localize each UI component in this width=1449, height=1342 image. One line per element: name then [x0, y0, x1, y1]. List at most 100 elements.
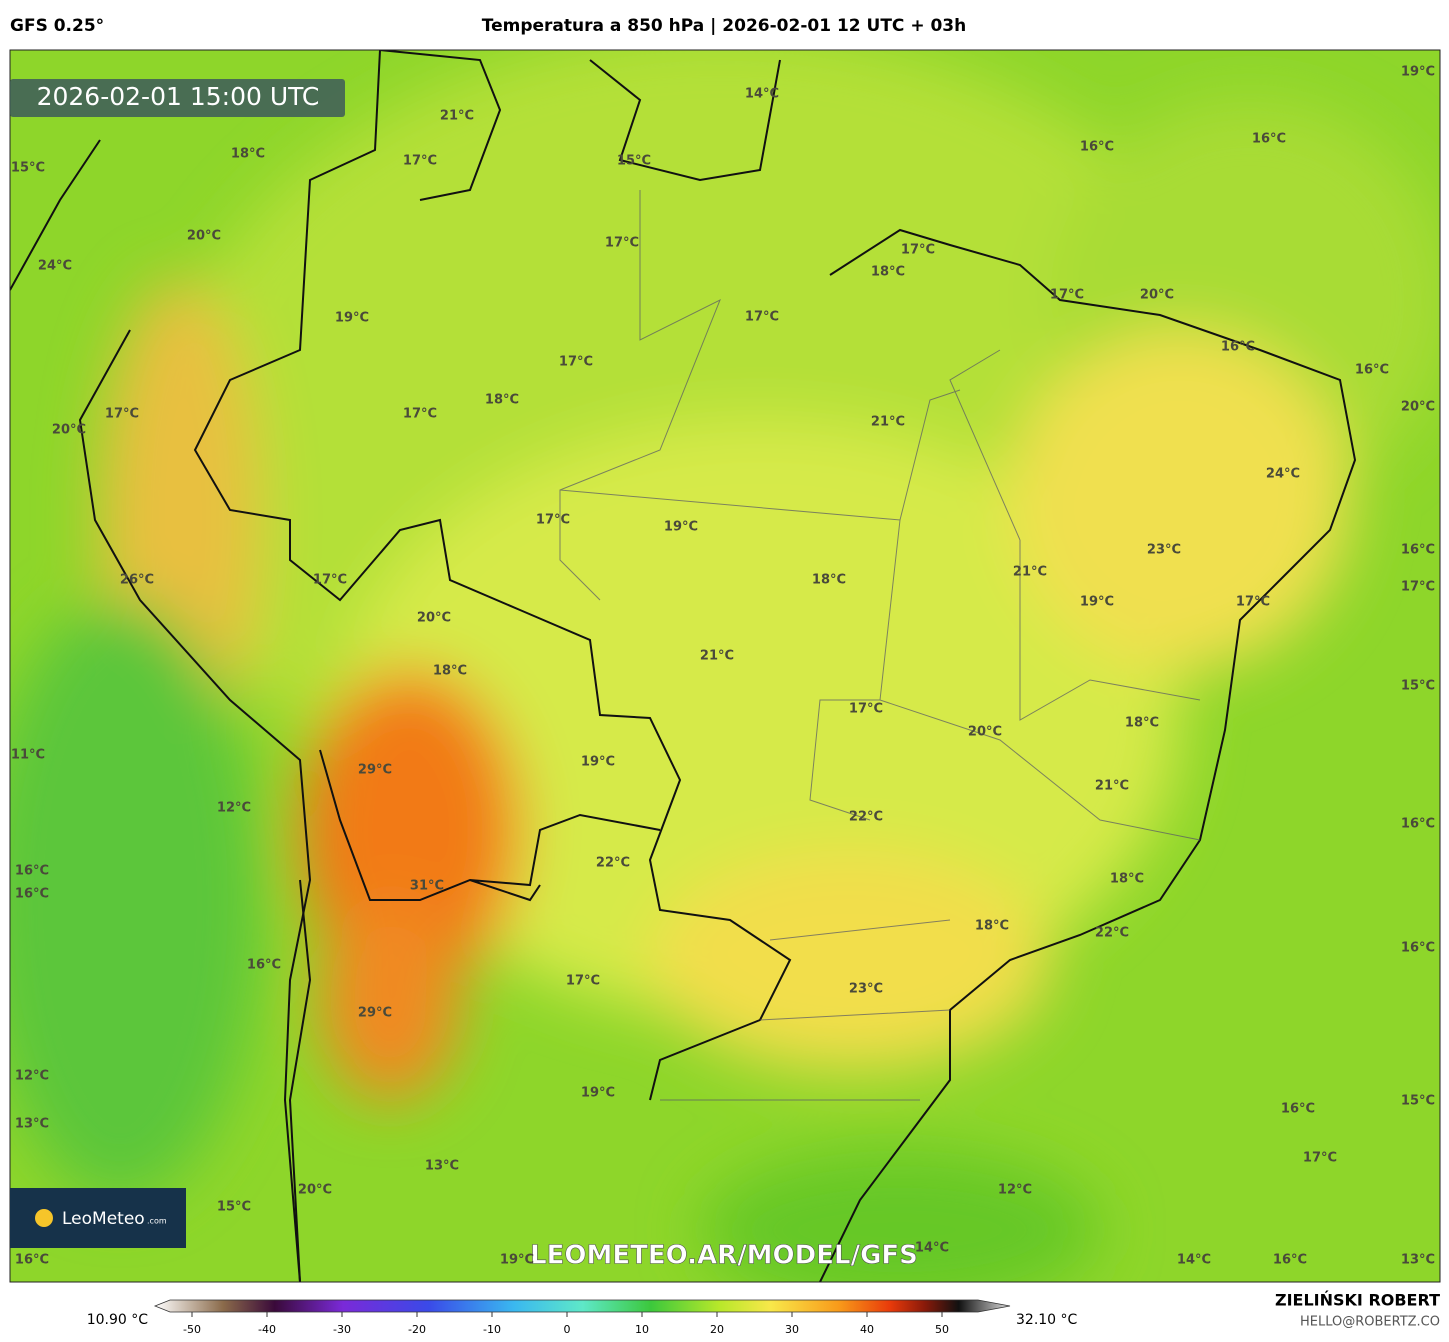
- temperature-label: 18°C: [975, 919, 1009, 934]
- watermark: LEOMETEO.AR/MODEL/GFS: [530, 1241, 918, 1271]
- valid-time: 2026-02-01 15:00 UTC: [37, 82, 320, 111]
- temperature-label: 22°C: [849, 810, 883, 825]
- temperature-label: 16°C: [15, 887, 49, 902]
- temperature-label: 19°C: [664, 520, 698, 535]
- temperature-label: 15°C: [217, 1200, 251, 1215]
- temperature-label: 17°C: [745, 310, 779, 325]
- colorbar-tick-label: 30: [785, 1323, 799, 1336]
- temperature-label: 23°C: [849, 982, 883, 997]
- colorbar-tick-label: -30: [333, 1323, 351, 1336]
- temperature-label: 17°C: [536, 513, 570, 528]
- colorbar-tick-label: -20: [408, 1323, 426, 1336]
- temperature-label: 21°C: [1095, 779, 1129, 794]
- temperature-label: 31°C: [410, 879, 444, 894]
- temperature-label: 16°C: [1080, 140, 1114, 155]
- temperature-label: 18°C: [871, 265, 905, 280]
- temperature-label: 17°C: [1303, 1151, 1337, 1166]
- time-box: [10, 79, 345, 117]
- temperature-label: 17°C: [849, 702, 883, 717]
- temperature-label: 24°C: [1266, 467, 1300, 482]
- temperature-label: 17°C: [313, 573, 347, 588]
- colorbar-max: 32.10 °C: [1016, 1312, 1078, 1328]
- temperature-label: 19°C: [581, 755, 615, 770]
- temperature-label: 18°C: [1110, 872, 1144, 887]
- temperature-label: 26°C: [120, 573, 154, 588]
- colorbar-tick-label: 40: [860, 1323, 874, 1336]
- temperature-label: 17°C: [901, 243, 935, 258]
- colorbar-tick-label: -10: [483, 1323, 501, 1336]
- temperature-label: 20°C: [968, 725, 1002, 740]
- map-area: [10, 50, 1440, 1282]
- model-name: GFS 0.25°: [10, 16, 104, 36]
- temperature-label: 17°C: [403, 407, 437, 422]
- temperature-label: 18°C: [485, 393, 519, 408]
- colorbar: [153, 1299, 1011, 1313]
- temperature-label: 16°C: [1355, 363, 1389, 378]
- temperature-label: 22°C: [1095, 926, 1129, 941]
- temperature-label: 14°C: [1177, 1253, 1211, 1268]
- temperature-label: 17°C: [559, 355, 593, 370]
- temperature-label: 15°C: [1401, 679, 1435, 694]
- country-border: [193, 50, 792, 1282]
- temperature-label: 21°C: [871, 415, 905, 430]
- colorbar-tick-label: -40: [258, 1323, 276, 1336]
- logo-sun: [35, 1209, 53, 1227]
- temperature-label: 19°C: [1080, 595, 1114, 610]
- logo-suffix: .com: [147, 1217, 167, 1226]
- temperature-label: 13°C: [425, 1159, 459, 1174]
- temperature-label: 17°C: [1401, 580, 1435, 595]
- temperature-label: 29°C: [358, 763, 392, 778]
- temperature-label: 20°C: [1401, 400, 1435, 415]
- temperature-label: 17°C: [566, 974, 600, 989]
- temperature-label: 16°C: [1401, 543, 1435, 558]
- colorbar-tick-label: 0: [564, 1323, 571, 1336]
- temperature-label: 29°C: [358, 1006, 392, 1021]
- temperature-label: 21°C: [700, 649, 734, 664]
- temperature-label: 20°C: [298, 1183, 332, 1198]
- temperature-label: 21°C: [1013, 565, 1047, 580]
- temperature-label: 18°C: [812, 573, 846, 588]
- temperature-label: 21°C: [440, 109, 474, 124]
- temperature-label: 15°C: [1401, 1094, 1435, 1109]
- temperature-label: 16°C: [1221, 340, 1255, 355]
- temperature-label: 14°C: [915, 1241, 949, 1256]
- temperature-label: 16°C: [1281, 1102, 1315, 1117]
- map-frame: [9, 49, 1441, 1283]
- temperature-label: 23°C: [1147, 543, 1181, 558]
- temperature-label: 17°C: [105, 407, 139, 422]
- temperature-label: 16°C: [1252, 132, 1286, 147]
- temperature-label: 19°C: [335, 311, 369, 326]
- credit-email: HELLO@ROBERTZ.CO: [1300, 1315, 1440, 1330]
- temperature-label: 16°C: [15, 864, 49, 879]
- colorbar-tick-label: 10: [635, 1323, 649, 1336]
- colorbar-tick-label: 50: [935, 1323, 949, 1336]
- temperature-label: 17°C: [1050, 288, 1084, 303]
- temperature-label: 16°C: [247, 958, 281, 973]
- temperature-label: 14°C: [745, 87, 779, 102]
- temperature-label: 11°C: [11, 748, 45, 763]
- temperature-label: 18°C: [231, 147, 265, 162]
- temperature-label: 19°C: [581, 1086, 615, 1101]
- temperature-label: 20°C: [187, 229, 221, 244]
- temperature-label: 20°C: [52, 423, 86, 438]
- temperature-label: 16°C: [1401, 941, 1435, 956]
- logo-text: LeoMeteo: [62, 1209, 145, 1229]
- temperature-label: 17°C: [1236, 595, 1270, 610]
- temperature-label: 24°C: [38, 259, 72, 274]
- temperature-label: 17°C: [403, 154, 437, 169]
- coastline: [10, 139, 1357, 1282]
- temperature-label: 12°C: [15, 1069, 49, 1084]
- temperature-label: 20°C: [1140, 288, 1174, 303]
- temperature-label: 16°C: [1401, 817, 1435, 832]
- temperature-label: 22°C: [596, 856, 630, 871]
- map-title: Temperatura a 850 hPa | 2026-02-01 12 UT…: [482, 16, 967, 36]
- temperature-label: 19°C: [1401, 65, 1435, 80]
- temperature-label: 15°C: [11, 161, 45, 176]
- temperature-label: 20°C: [417, 611, 451, 626]
- colorbar-min: 10.90 °C: [87, 1312, 149, 1328]
- temperature-label: 16°C: [15, 1253, 49, 1268]
- colorbar-tick-label: 20: [710, 1323, 724, 1336]
- temperature-label: 15°C: [617, 154, 651, 169]
- temperature-label: 16°C: [1273, 1253, 1307, 1268]
